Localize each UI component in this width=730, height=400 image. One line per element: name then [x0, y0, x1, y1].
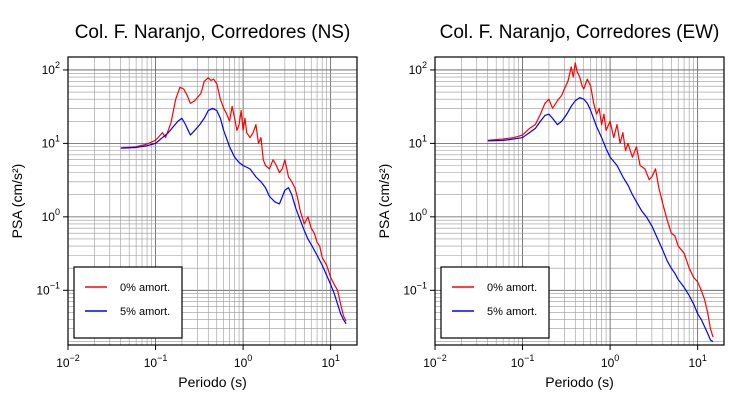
chart-title: Col. F. Naranjo, Corredores (NS) [75, 22, 351, 43]
x-tick-label: 101 [321, 353, 339, 370]
legend: 0% amort. 5% amort. [73, 266, 183, 339]
plot-frame [67, 56, 358, 346]
x-tick-label: 10−2 [56, 353, 80, 370]
legend-label: 0% amort. [120, 282, 170, 294]
chart-panel-1: 10−2 10−1 100 101 10−1 100 101 102 Col. F. Naran… [9, 22, 358, 390]
plot-frame [434, 56, 725, 346]
legend-label: 5% amort. [120, 306, 170, 318]
x-tick-label: 10−1 [511, 353, 535, 370]
y-tick-label: 100 [409, 207, 427, 224]
x-tick-label: 100 [601, 353, 619, 370]
legend-box [73, 266, 183, 339]
y-tick-label: 101 [409, 133, 427, 150]
series-line-red [487, 62, 714, 338]
y-axis-label: PSA (cm/s²) [9, 164, 25, 239]
y-tick-label: 10−1 [403, 280, 427, 297]
y-tick-label: 10−1 [36, 280, 60, 297]
y-tick-label: 102 [409, 60, 427, 77]
y-axis-label: PSA (cm/s²) [376, 164, 392, 239]
y-tick-label: 101 [42, 133, 60, 150]
legend-label: 5% amort. [487, 306, 537, 318]
x-tick-label: 10−1 [144, 353, 168, 370]
series-line-blue [487, 97, 714, 343]
y-tick-label: 100 [42, 207, 60, 224]
chart-title: Col. F. Naranjo, Corredores (EW) [440, 22, 720, 43]
x-tick-label: 101 [688, 353, 706, 370]
x-axis-label: Periodo (s) [178, 374, 246, 390]
x-tick-label: 100 [234, 353, 252, 370]
legend: 0% amort. 5% amort. [440, 266, 550, 339]
x-tick-label: 10−2 [423, 353, 447, 370]
series-line-red [120, 77, 347, 322]
legend-label: 0% amort. [487, 282, 537, 294]
legend-box [440, 266, 550, 339]
y-tick-label: 102 [42, 60, 60, 77]
chart-panel-2: 10−2 10−1 100 101 10−1 100 101 102 Col. F. Naran… [376, 22, 725, 390]
series-line-blue [120, 107, 347, 325]
x-axis-label: Periodo (s) [545, 374, 613, 390]
